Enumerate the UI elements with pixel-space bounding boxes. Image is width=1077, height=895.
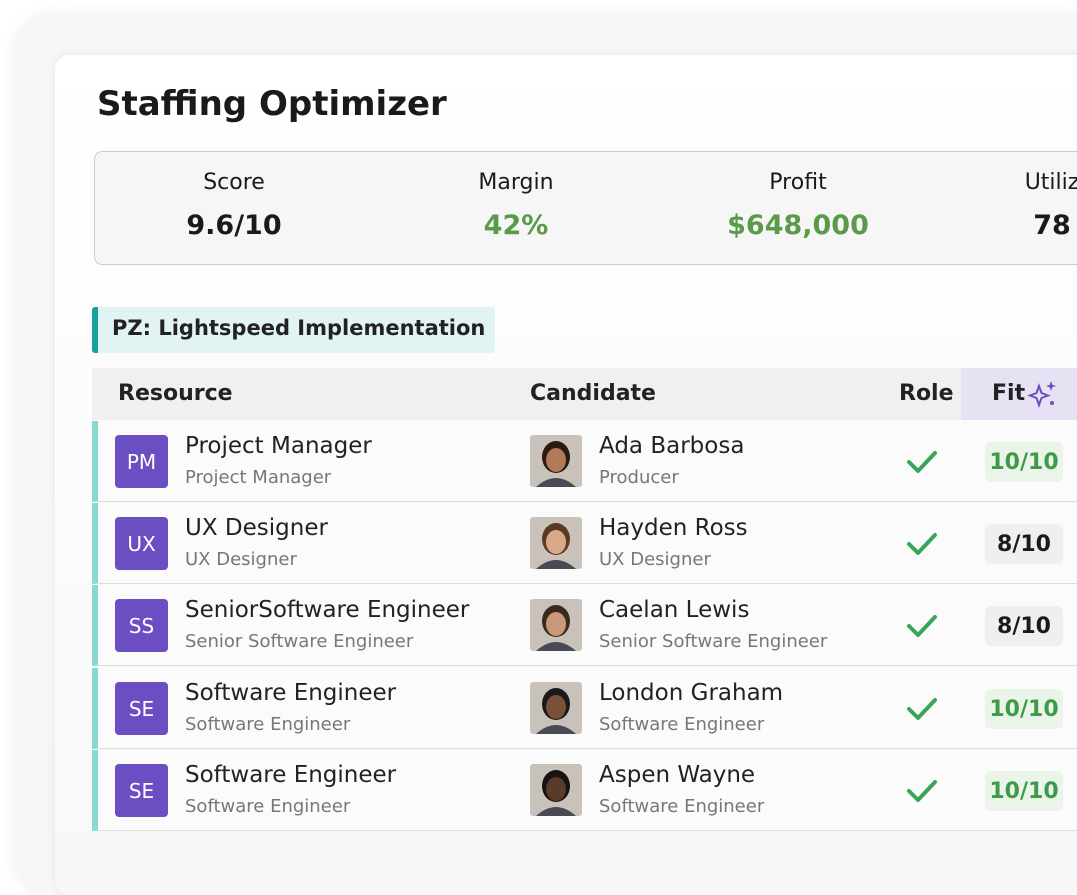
fit-score: 10/10: [985, 771, 1063, 811]
candidate-photo: [530, 764, 582, 816]
project-tag: [92, 307, 495, 353]
resource-name: Software Engineer: [185, 680, 397, 706]
fit-score: 10/10: [985, 689, 1063, 729]
metric-label: Score: [203, 170, 265, 195]
sparkle-icon: [1027, 381, 1056, 408]
metrics-panel: [94, 151, 1077, 265]
candidate-name: Hayden Ross: [599, 515, 748, 541]
table-header: [92, 368, 1077, 420]
resource-badge: PM: [115, 435, 168, 488]
resource-name: Software Engineer: [185, 762, 397, 788]
resource-badge: SE: [115, 682, 168, 735]
table-row: [92, 585, 1077, 666]
role-check: [907, 780, 937, 802]
page: Staffing Optimizer PZ: Lightspeed Implem…: [55, 55, 1077, 895]
metric-label: Margin: [478, 170, 554, 195]
resource-name: SeniorSoftware Engineer: [185, 597, 470, 623]
resource-role: Project Manager: [185, 467, 332, 488]
column-header: Role: [899, 381, 954, 406]
metric-label: Profit: [769, 170, 827, 195]
column-header: Fit: [992, 381, 1026, 406]
resource-badge: UX: [115, 517, 168, 570]
metric-value: 78: [1033, 210, 1071, 241]
role-check: [907, 615, 937, 637]
candidate-photo: [530, 599, 582, 651]
table-row: [92, 503, 1077, 584]
column-header: Candidate: [530, 381, 656, 406]
candidate-photo: [530, 682, 582, 734]
role-check: [907, 698, 937, 720]
resource-name: Project Manager: [185, 433, 372, 459]
candidate-name: Ada Barbosa: [599, 433, 745, 459]
fit-score: 8/10: [985, 524, 1063, 564]
fit-header-cell: [961, 368, 1077, 420]
candidate-photo: [530, 435, 582, 487]
table-row: [92, 421, 1077, 502]
table-row: [92, 750, 1077, 831]
resource-name: UX Designer: [185, 515, 328, 541]
resource-role: Software Engineer: [185, 714, 351, 735]
resource-role: Software Engineer: [185, 796, 351, 817]
fit-score: 8/10: [985, 606, 1063, 646]
metric-label: Utiliz: [1024, 170, 1077, 195]
resource-badge: SS: [115, 599, 168, 652]
candidate-role: Software Engineer: [599, 714, 765, 735]
column-header: Resource: [118, 381, 233, 406]
candidate-role: UX Designer: [599, 549, 711, 570]
metric-value: 42%: [483, 210, 549, 241]
candidate-name: Caelan Lewis: [599, 597, 750, 623]
candidate-role: Senior Software Engineer: [599, 631, 828, 652]
fit-score: 10/10: [985, 442, 1063, 482]
candidate-name: London Graham: [599, 680, 784, 706]
candidate-photo: [530, 517, 582, 569]
metric-value: $648,000: [727, 210, 869, 241]
candidate-role: Producer: [599, 467, 679, 488]
metric-value: 9.6/10: [186, 210, 282, 241]
role-check: [907, 533, 937, 555]
resource-role: Senior Software Engineer: [185, 631, 414, 652]
resource-badge: SE: [115, 764, 168, 817]
page-title: Staffing Optimizer: [97, 84, 447, 124]
role-check: [907, 451, 937, 473]
project-title: PZ: Lightspeed Implementation: [112, 316, 486, 340]
table-row: [92, 668, 1077, 749]
candidate-role: Software Engineer: [599, 796, 765, 817]
candidate-name: Aspen Wayne: [599, 762, 756, 788]
resource-role: UX Designer: [185, 549, 297, 570]
